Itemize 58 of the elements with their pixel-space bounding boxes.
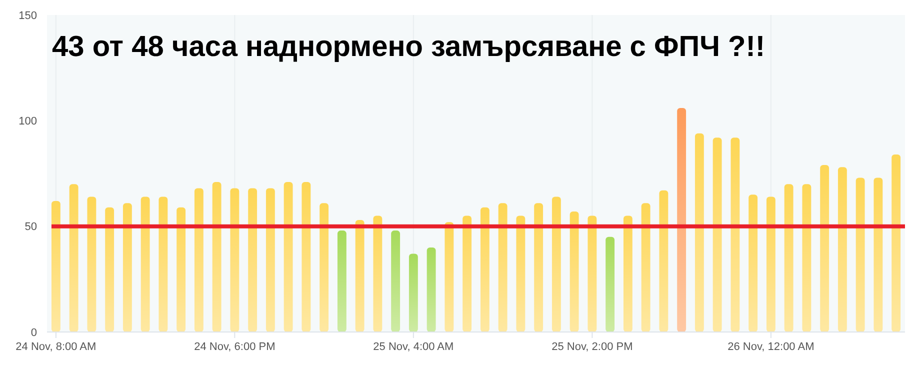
bar (426, 247, 436, 332)
bar (766, 196, 776, 332)
y-tick-label: 100 (18, 116, 37, 128)
bar (230, 188, 240, 332)
y-tick-label: 150 (18, 10, 37, 22)
bar (730, 138, 740, 332)
bar (534, 203, 544, 332)
bar (498, 203, 508, 332)
bar (552, 196, 561, 332)
bar (748, 194, 758, 332)
bar (874, 178, 883, 332)
bar (266, 188, 275, 332)
bar (588, 216, 597, 332)
bar (677, 108, 686, 332)
bar (820, 165, 830, 332)
bar (140, 196, 150, 332)
bar (838, 167, 847, 332)
bar (248, 188, 258, 332)
x-tick-label: 25 Nov, 4:00 AM (373, 341, 454, 353)
bar (176, 207, 186, 332)
bar (355, 220, 364, 332)
bar (194, 188, 204, 332)
bar (337, 230, 346, 332)
bar (802, 184, 812, 332)
bar (444, 222, 454, 332)
bar (122, 203, 132, 332)
bar (87, 196, 96, 332)
x-tick-label: 24 Nov, 6:00 PM (194, 341, 276, 353)
bar (391, 230, 400, 332)
y-tick-label: 50 (24, 221, 37, 234)
y-tick-label: 0 (30, 326, 37, 339)
bar (856, 178, 865, 332)
bar (51, 200, 60, 332)
bar (302, 182, 311, 332)
x-tick-label: 25 Nov, 2:00 PM (552, 341, 633, 353)
bar (158, 196, 168, 332)
bar (373, 216, 382, 332)
bar (641, 203, 650, 332)
text: 43 от 48 часа наднормено замърсяване с ФПЧ ?!! (52, 31, 766, 63)
bar (784, 184, 794, 332)
x-tick-label: 26 Nov, 12:00 AM (728, 341, 814, 353)
bar (462, 216, 472, 332)
bar (284, 182, 293, 332)
bar (623, 216, 632, 332)
bar (408, 254, 418, 332)
bar (606, 236, 615, 332)
bar (516, 216, 526, 332)
bar (105, 207, 114, 332)
bar (712, 138, 722, 332)
x-tick-label: 24 Nov, 8:00 AM (16, 341, 96, 353)
bar (320, 203, 329, 332)
bar (892, 154, 901, 332)
bar (480, 207, 490, 332)
bar (570, 212, 579, 332)
bar (212, 182, 222, 332)
bar (694, 133, 704, 332)
bar (659, 190, 668, 332)
bar (69, 184, 78, 332)
